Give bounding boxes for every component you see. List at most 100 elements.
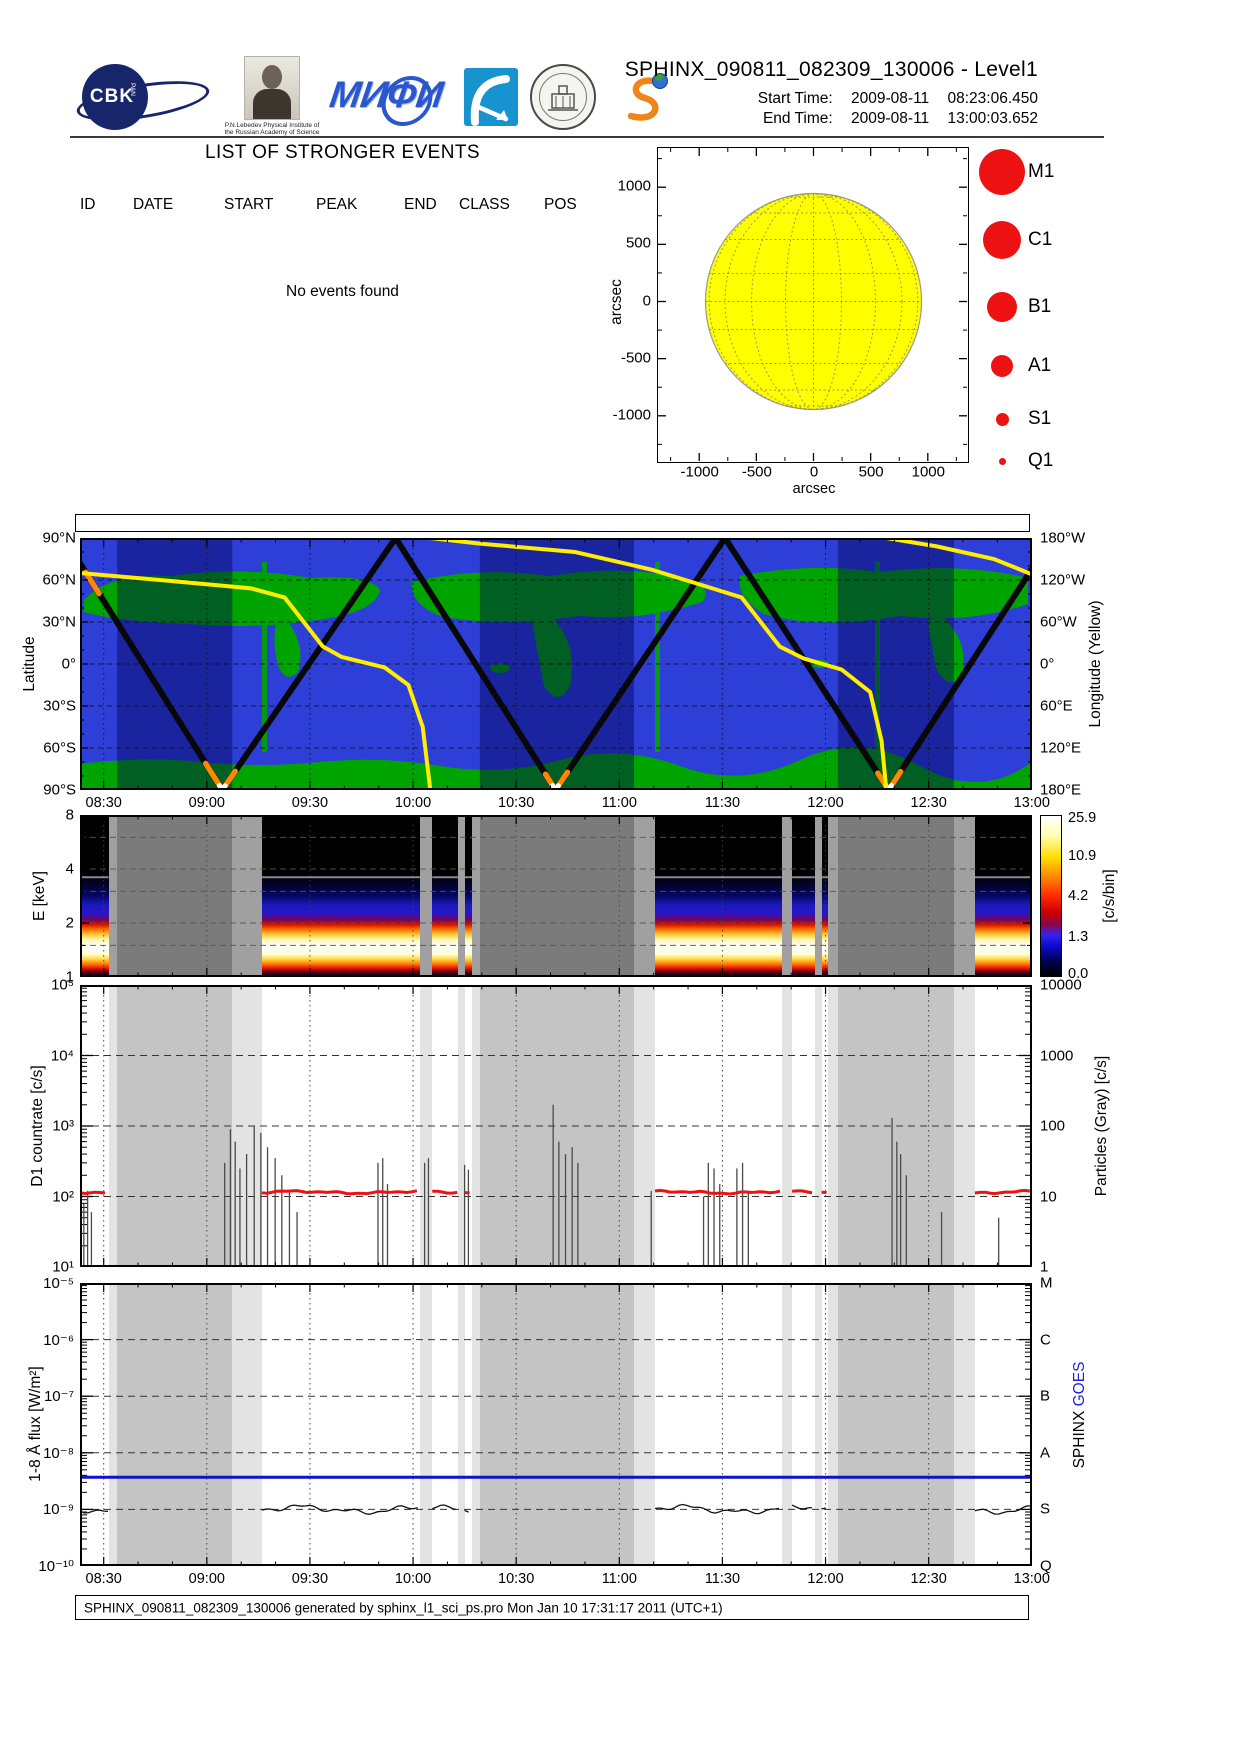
time-tick-time-row-2: 13:00 — [1013, 1571, 1050, 1587]
flux-ytick: 10⁻⁵ — [43, 1275, 74, 1292]
band-light — [828, 815, 838, 977]
cbk-text: CBK — [89, 86, 135, 107]
sun-xtick: -1000 — [680, 463, 719, 481]
particles-ytick: 1000 — [1040, 1047, 1074, 1064]
flare-size-label-a1: A1 — [1028, 355, 1052, 376]
spectrogram-bands — [80, 815, 1032, 977]
orbit-map-plot — [80, 538, 1032, 790]
band-light — [828, 1283, 838, 1566]
events-column-date: DATE — [133, 196, 174, 213]
flux-ytick: 10⁻⁷ — [43, 1388, 74, 1406]
map-lat-tick: 60°S — [43, 739, 76, 757]
sun-xtick: 500 — [858, 463, 884, 481]
sphinx-s-icon — [627, 73, 668, 121]
band-data — [792, 815, 815, 977]
time-tick-time-row-2: 09:30 — [291, 1571, 329, 1587]
spectrogram-yaxis-label: E [keV] — [31, 871, 48, 921]
sun-xaxis-label: arcsec — [792, 481, 836, 497]
particles-ytick: 10000 — [1040, 976, 1082, 994]
band-light — [781, 1283, 793, 1566]
band-light — [419, 1283, 433, 1566]
map-longitude-axis-label: Longitude (Yellow) — [1087, 600, 1104, 728]
band-data — [792, 1283, 815, 1566]
band-data — [432, 815, 458, 977]
band-light — [419, 815, 433, 977]
footer-text: SPHINX_090811_082309_130006 generated by… — [84, 1600, 723, 1615]
events-column-start: START — [224, 196, 274, 213]
events-list-title: LIST OF STRONGER EVENTS — [205, 142, 480, 163]
band-data — [464, 815, 473, 977]
colorbar-tick: 0.0 — [1068, 966, 1089, 982]
spectrogram-overlay — [80, 815, 1032, 977]
flare-size-dot-a1 — [991, 355, 1013, 377]
time-tick-time-row-2: 08:30 — [85, 1571, 122, 1587]
cbk-pan-text: PAN — [129, 83, 136, 96]
map-lat-tick: 0° — [61, 655, 76, 673]
time-tick-time-row-1: 10:00 — [394, 795, 432, 811]
events-timeline-box — [75, 514, 1030, 532]
events-empty-message: No events found — [286, 283, 399, 300]
band-dark — [479, 1283, 635, 1566]
band-light — [457, 985, 465, 1267]
sun-ytick: -500 — [620, 349, 651, 367]
arch-logo — [464, 68, 518, 126]
time-tick-time-row-1: 11:00 — [601, 795, 637, 811]
seal-inner-ring — [539, 73, 587, 121]
observatory-seal-logo — [530, 64, 596, 130]
time-tick-time-row-1: 08:30 — [85, 795, 122, 811]
goes-class-tick: A — [1040, 1444, 1051, 1462]
flux-ytick: 10⁻⁸ — [43, 1444, 74, 1462]
time-tick-time-row-2: 10:00 — [394, 1571, 432, 1587]
time-tick-time-row-2: 11:00 — [601, 1571, 637, 1587]
flux-plot — [80, 1283, 1032, 1566]
particles-ytick: 100 — [1040, 1117, 1066, 1135]
countrate-ytick: 10² — [52, 1188, 74, 1205]
countrate-yaxis-label: D1 countrate [c/s] — [29, 1065, 46, 1187]
map-lon-tick: 180°W — [1040, 529, 1086, 547]
band-light — [634, 1283, 655, 1566]
time-tick-time-row-1: 09:00 — [188, 795, 225, 811]
page-title: SPHINX_090811_082309_130006 - Level1 — [624, 58, 1038, 81]
flare-size-dot-c1 — [983, 221, 1021, 259]
sphinx-logo — [616, 70, 674, 128]
flux-panel — [80, 1283, 1032, 1566]
flare-size-dot-b1 — [987, 292, 1017, 322]
flare-size-dot-m1 — [979, 149, 1025, 195]
map-lat-tick: 30°N — [42, 613, 76, 631]
sun-ytick: 500 — [625, 234, 651, 252]
flare-size-dot-s1 — [995, 412, 1009, 426]
band-dark — [837, 815, 954, 977]
spectrogram-panel — [80, 815, 1032, 977]
map-lon-tick: 180°E — [1040, 781, 1082, 799]
goes-class-tick: C — [1040, 1331, 1051, 1349]
band-data — [261, 1283, 420, 1566]
colorbar-tick: 4.2 — [1068, 888, 1089, 904]
goes-class-tick: Q — [1040, 1557, 1052, 1575]
end-time-value: 13:00:03.652 — [947, 110, 1038, 127]
spectrogram-ytick: 8 — [65, 806, 74, 824]
end-time-row: End Time: 2009-08-11 13:00:03.652 — [560, 110, 1038, 128]
band-light — [828, 985, 838, 1267]
sun-plot-frame — [657, 147, 969, 463]
sun-ytick: 1000 — [617, 177, 651, 195]
start-time-row: Start Time: 2009-08-11 08:23:06.450 — [560, 90, 1038, 108]
spectrogram-ytick: 1 — [65, 968, 74, 986]
band-data — [821, 1283, 829, 1566]
seal-building-icon — [548, 85, 578, 111]
band-dark — [479, 815, 635, 977]
map-lon-tick: 120°W — [1040, 571, 1086, 589]
sphinx-label: SPHINX — [1071, 1410, 1088, 1469]
lebedev-institute-logo: P.N.Lebedev Physical Institute of the Ru… — [222, 56, 322, 136]
band-light — [232, 1283, 262, 1566]
band-light — [953, 815, 975, 977]
map-lat-tick: 90°S — [43, 781, 76, 799]
time-tick-time-row-1: 13:00 — [1013, 795, 1050, 811]
start-time-value: 08:23:06.450 — [947, 90, 1038, 107]
spectrogram-ytick: 4 — [65, 860, 74, 878]
countrate-ytick: 10⁴ — [50, 1047, 74, 1064]
time-tick-time-row-2: 12:00 — [807, 1571, 844, 1587]
events-column-id: ID — [80, 196, 96, 213]
start-date-value: 2009-08-11 — [851, 90, 930, 107]
band-data — [464, 1283, 473, 1566]
band-data — [974, 815, 1032, 977]
